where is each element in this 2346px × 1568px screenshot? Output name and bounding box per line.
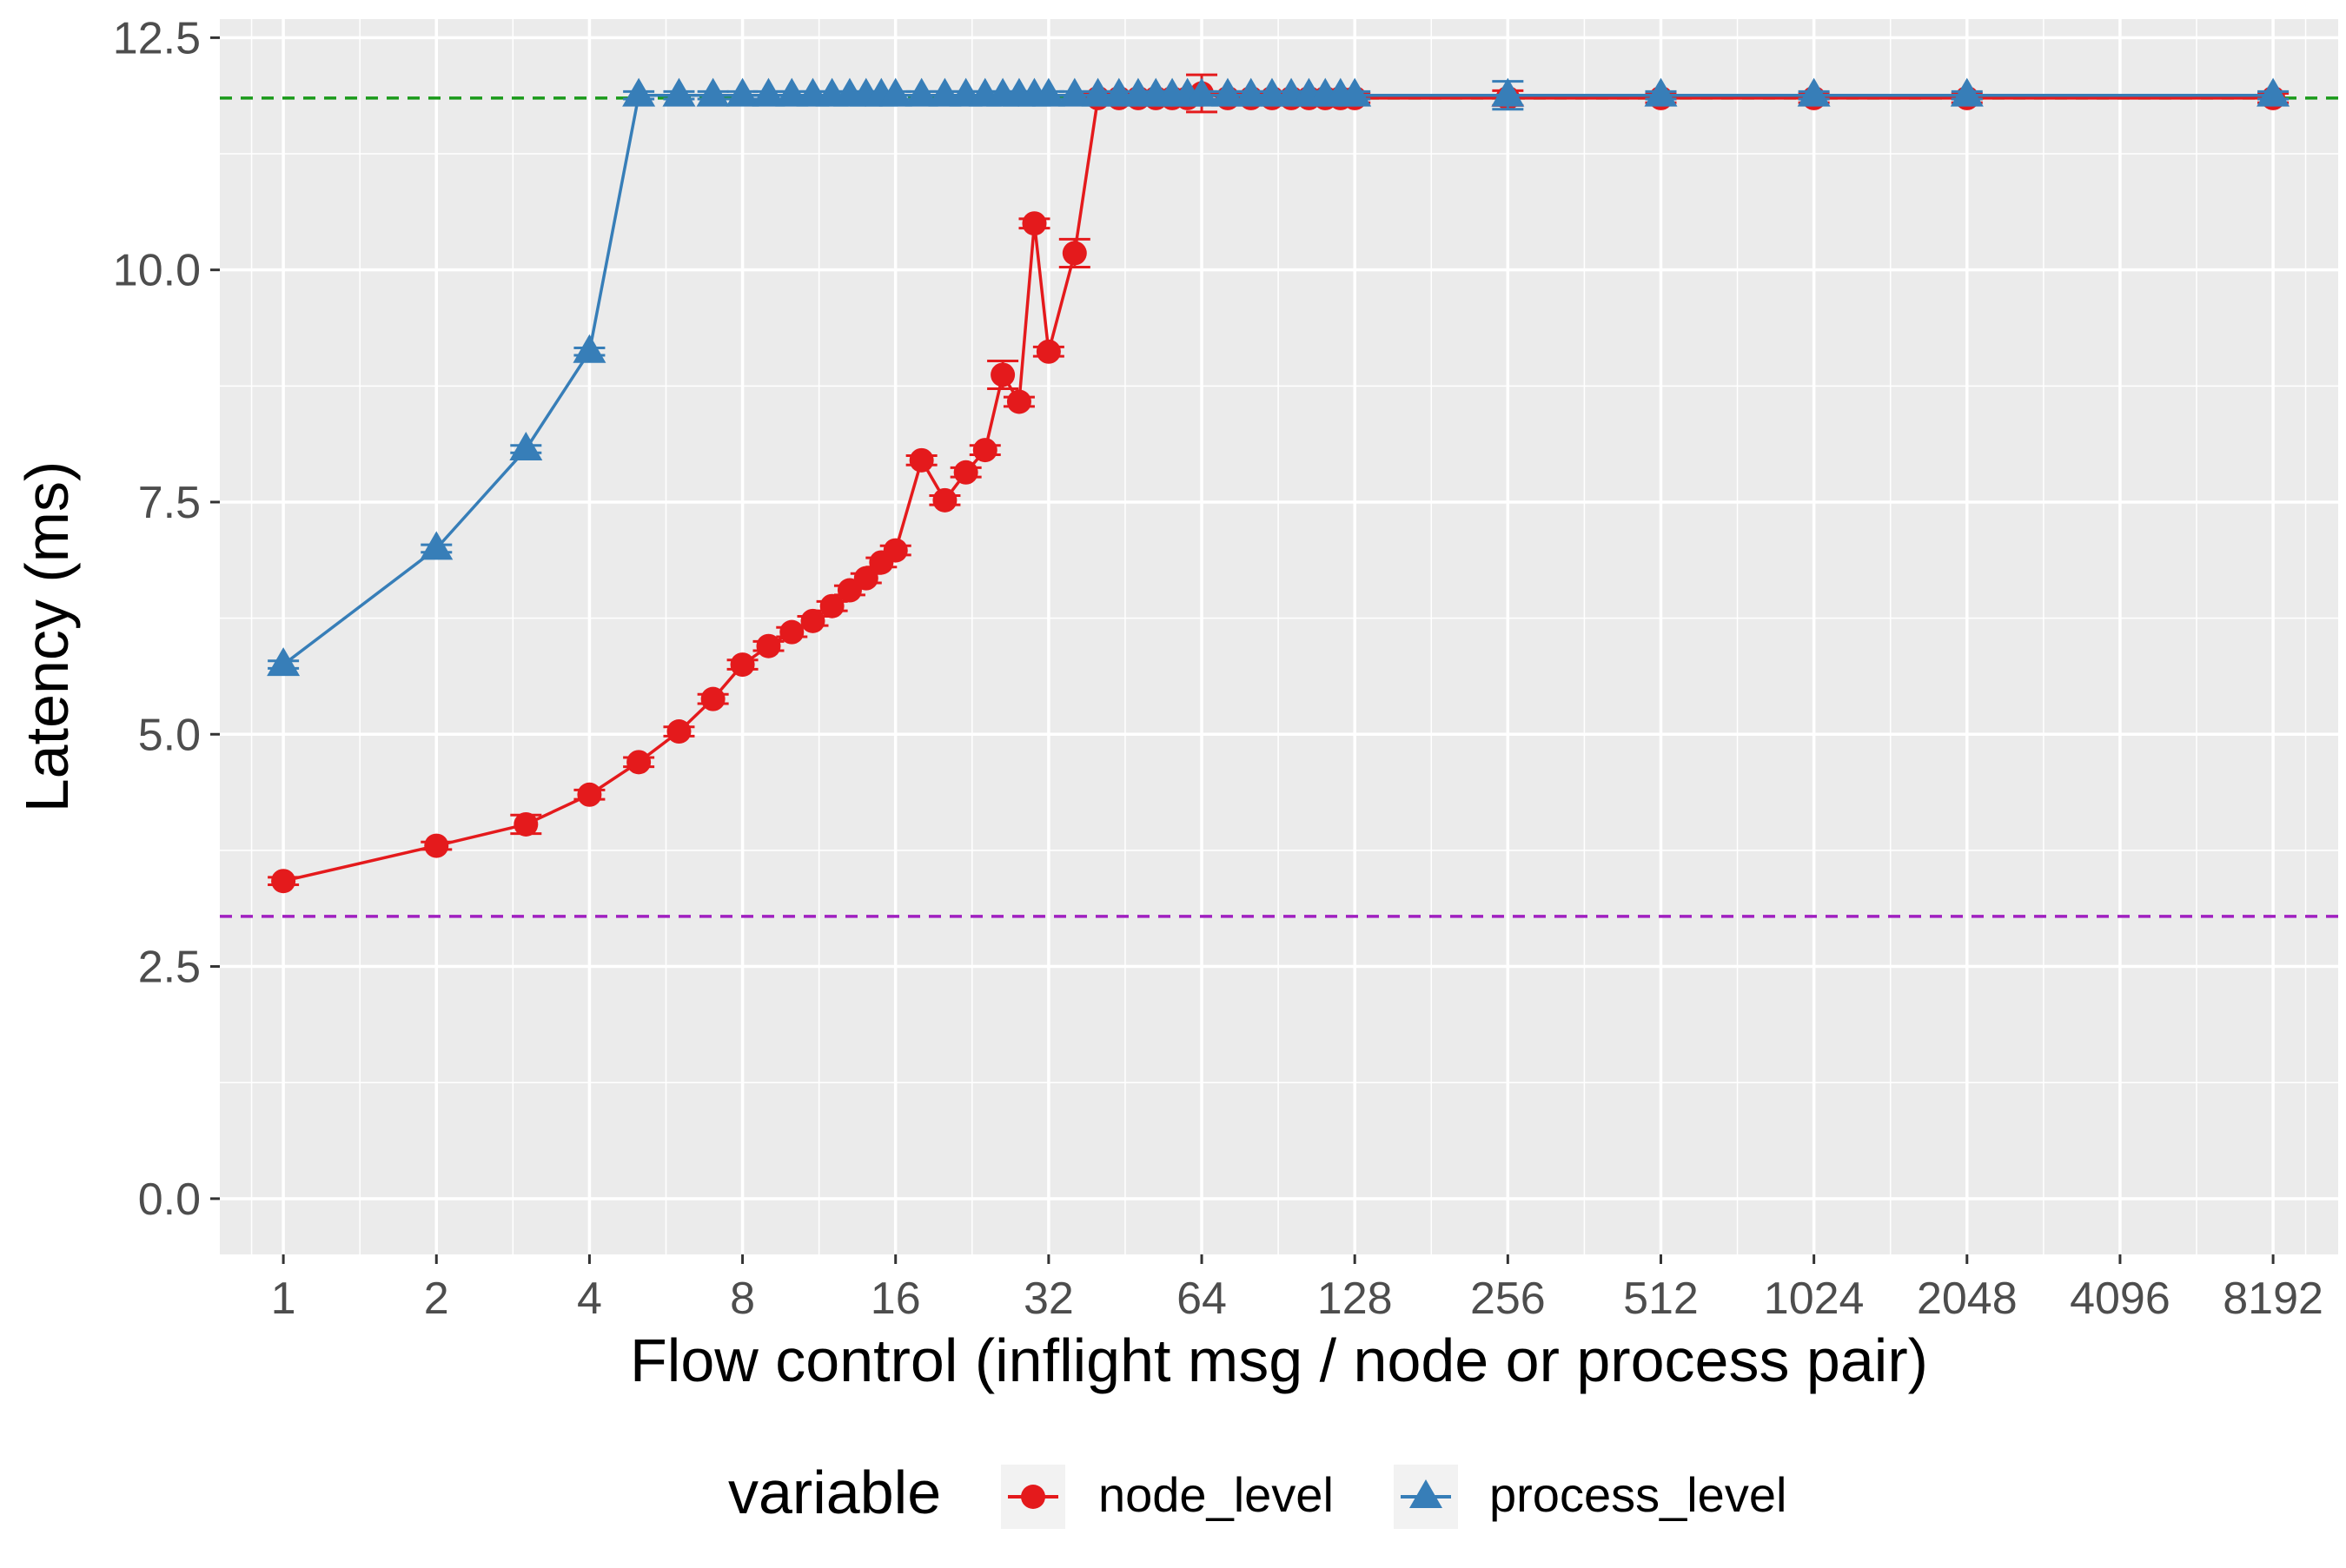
legend-label-node-level: node_level [1098,1467,1334,1522]
legend-marker-process-level [1409,1479,1442,1508]
point-node-level-16 [909,447,934,473]
point-node-level-6 [700,686,726,711]
plot-panel [220,19,2338,1254]
point-node-level-3 [577,782,602,807]
point-process-level-5 [662,77,696,107]
point-process-level-24 [1057,77,1091,107]
point-node-level-2 [514,811,539,837]
point-process-level-31 [1185,77,1219,107]
series-process-level [267,77,2290,677]
x-tick-label-9: 512 [1623,1274,1699,1324]
point-node-level-20 [991,362,1016,387]
point-node-level-1 [424,833,449,858]
x-axis: 1 2 4 8 16 32 64 128 256 512 1024 2048 4096 8192 [271,1254,2323,1324]
point-process-level-23 [1031,77,1065,107]
point-node-level-21 [1006,389,1031,414]
legend-title: variable [728,1459,941,1526]
point-node-level-11 [819,593,845,619]
x-tick-label-6: 64 [1176,1274,1227,1324]
point-node-level-8 [756,633,781,658]
x-tick-label-3: 8 [730,1274,755,1324]
x-tick-label-13: 8192 [2223,1274,2323,1324]
y-tick-label-5: 12.5 [113,13,201,63]
point-node-level-23 [1036,339,1061,364]
point-process-level-9 [775,77,809,107]
legend-item-process-level: process_level [1394,1465,1786,1529]
point-node-level-10 [800,608,825,633]
y-axis-label: Latency (ms) [13,461,81,813]
point-process-level-4 [622,77,656,107]
x-tick-label-2: 4 [577,1274,602,1324]
legend-label-process-level: process_level [1489,1467,1786,1522]
point-node-level-17 [932,487,958,513]
point-process-level-17 [928,77,962,107]
point-node-level-4 [626,750,652,775]
point-process-level-0 [267,647,301,677]
point-node-level-9 [779,619,805,645]
point-process-level-2 [509,432,543,461]
point-node-level-19 [972,438,997,463]
x-tick-label-10: 1024 [1764,1274,1865,1324]
point-process-level-40 [1491,77,1525,107]
point-process-level-25 [1081,77,1115,107]
major-grid [220,19,2338,1254]
x-axis-label: Flow control (inflight msg / node or pro… [630,1327,1928,1394]
y-tick-label-2: 5.0 [138,710,201,760]
point-node-level-22 [1022,211,1047,236]
point-process-level-33 [1234,77,1268,107]
point-process-level-16 [905,77,938,107]
point-node-level-5 [666,719,692,744]
y-tick-label-1: 2.5 [138,943,201,993]
x-tick-label-12: 4096 [2070,1274,2170,1324]
legend-marker-node-level [1021,1485,1045,1509]
legend: variable node_level process_level [728,1459,1786,1529]
point-process-level-6 [696,77,730,107]
x-tick-label-8: 256 [1470,1274,1546,1324]
point-process-level-39 [1338,77,1372,107]
point-node-level-15 [883,538,908,563]
point-process-level-41 [1644,77,1678,107]
point-process-level-8 [752,77,785,107]
x-tick-label-11: 2048 [1917,1274,2018,1324]
y-tick-label-3: 7.5 [138,478,201,528]
y-tick-label-0: 0.0 [138,1174,201,1225]
point-process-level-32 [1210,77,1244,107]
x-tick-label-7: 128 [1317,1274,1393,1324]
x-tick-label-4: 16 [871,1274,921,1324]
y-axis: 0.0 2.5 5.0 7.5 10.0 12.5 [113,13,220,1225]
x-tick-label-1: 2 [424,1274,449,1324]
y-tick-label-4: 10.0 [113,246,201,296]
point-process-level-7 [726,77,759,107]
x-tick-label-5: 32 [1024,1274,1074,1324]
legend-item-node-level: node_level [1001,1465,1334,1529]
point-process-level-44 [2257,77,2290,107]
point-process-level-15 [878,77,912,107]
point-node-level-24 [1062,241,1087,266]
point-process-level-3 [573,334,606,363]
point-node-level-18 [953,460,978,485]
point-node-level-13 [853,566,878,591]
point-node-level-7 [730,652,755,678]
series-layer [267,73,2290,894]
minor-grid [220,19,2338,1254]
point-process-level-42 [1797,77,1831,107]
x-tick-label-0: 1 [271,1274,296,1324]
point-process-level-1 [420,531,454,560]
point-node-level-0 [271,869,296,894]
point-process-level-43 [1950,77,1984,107]
